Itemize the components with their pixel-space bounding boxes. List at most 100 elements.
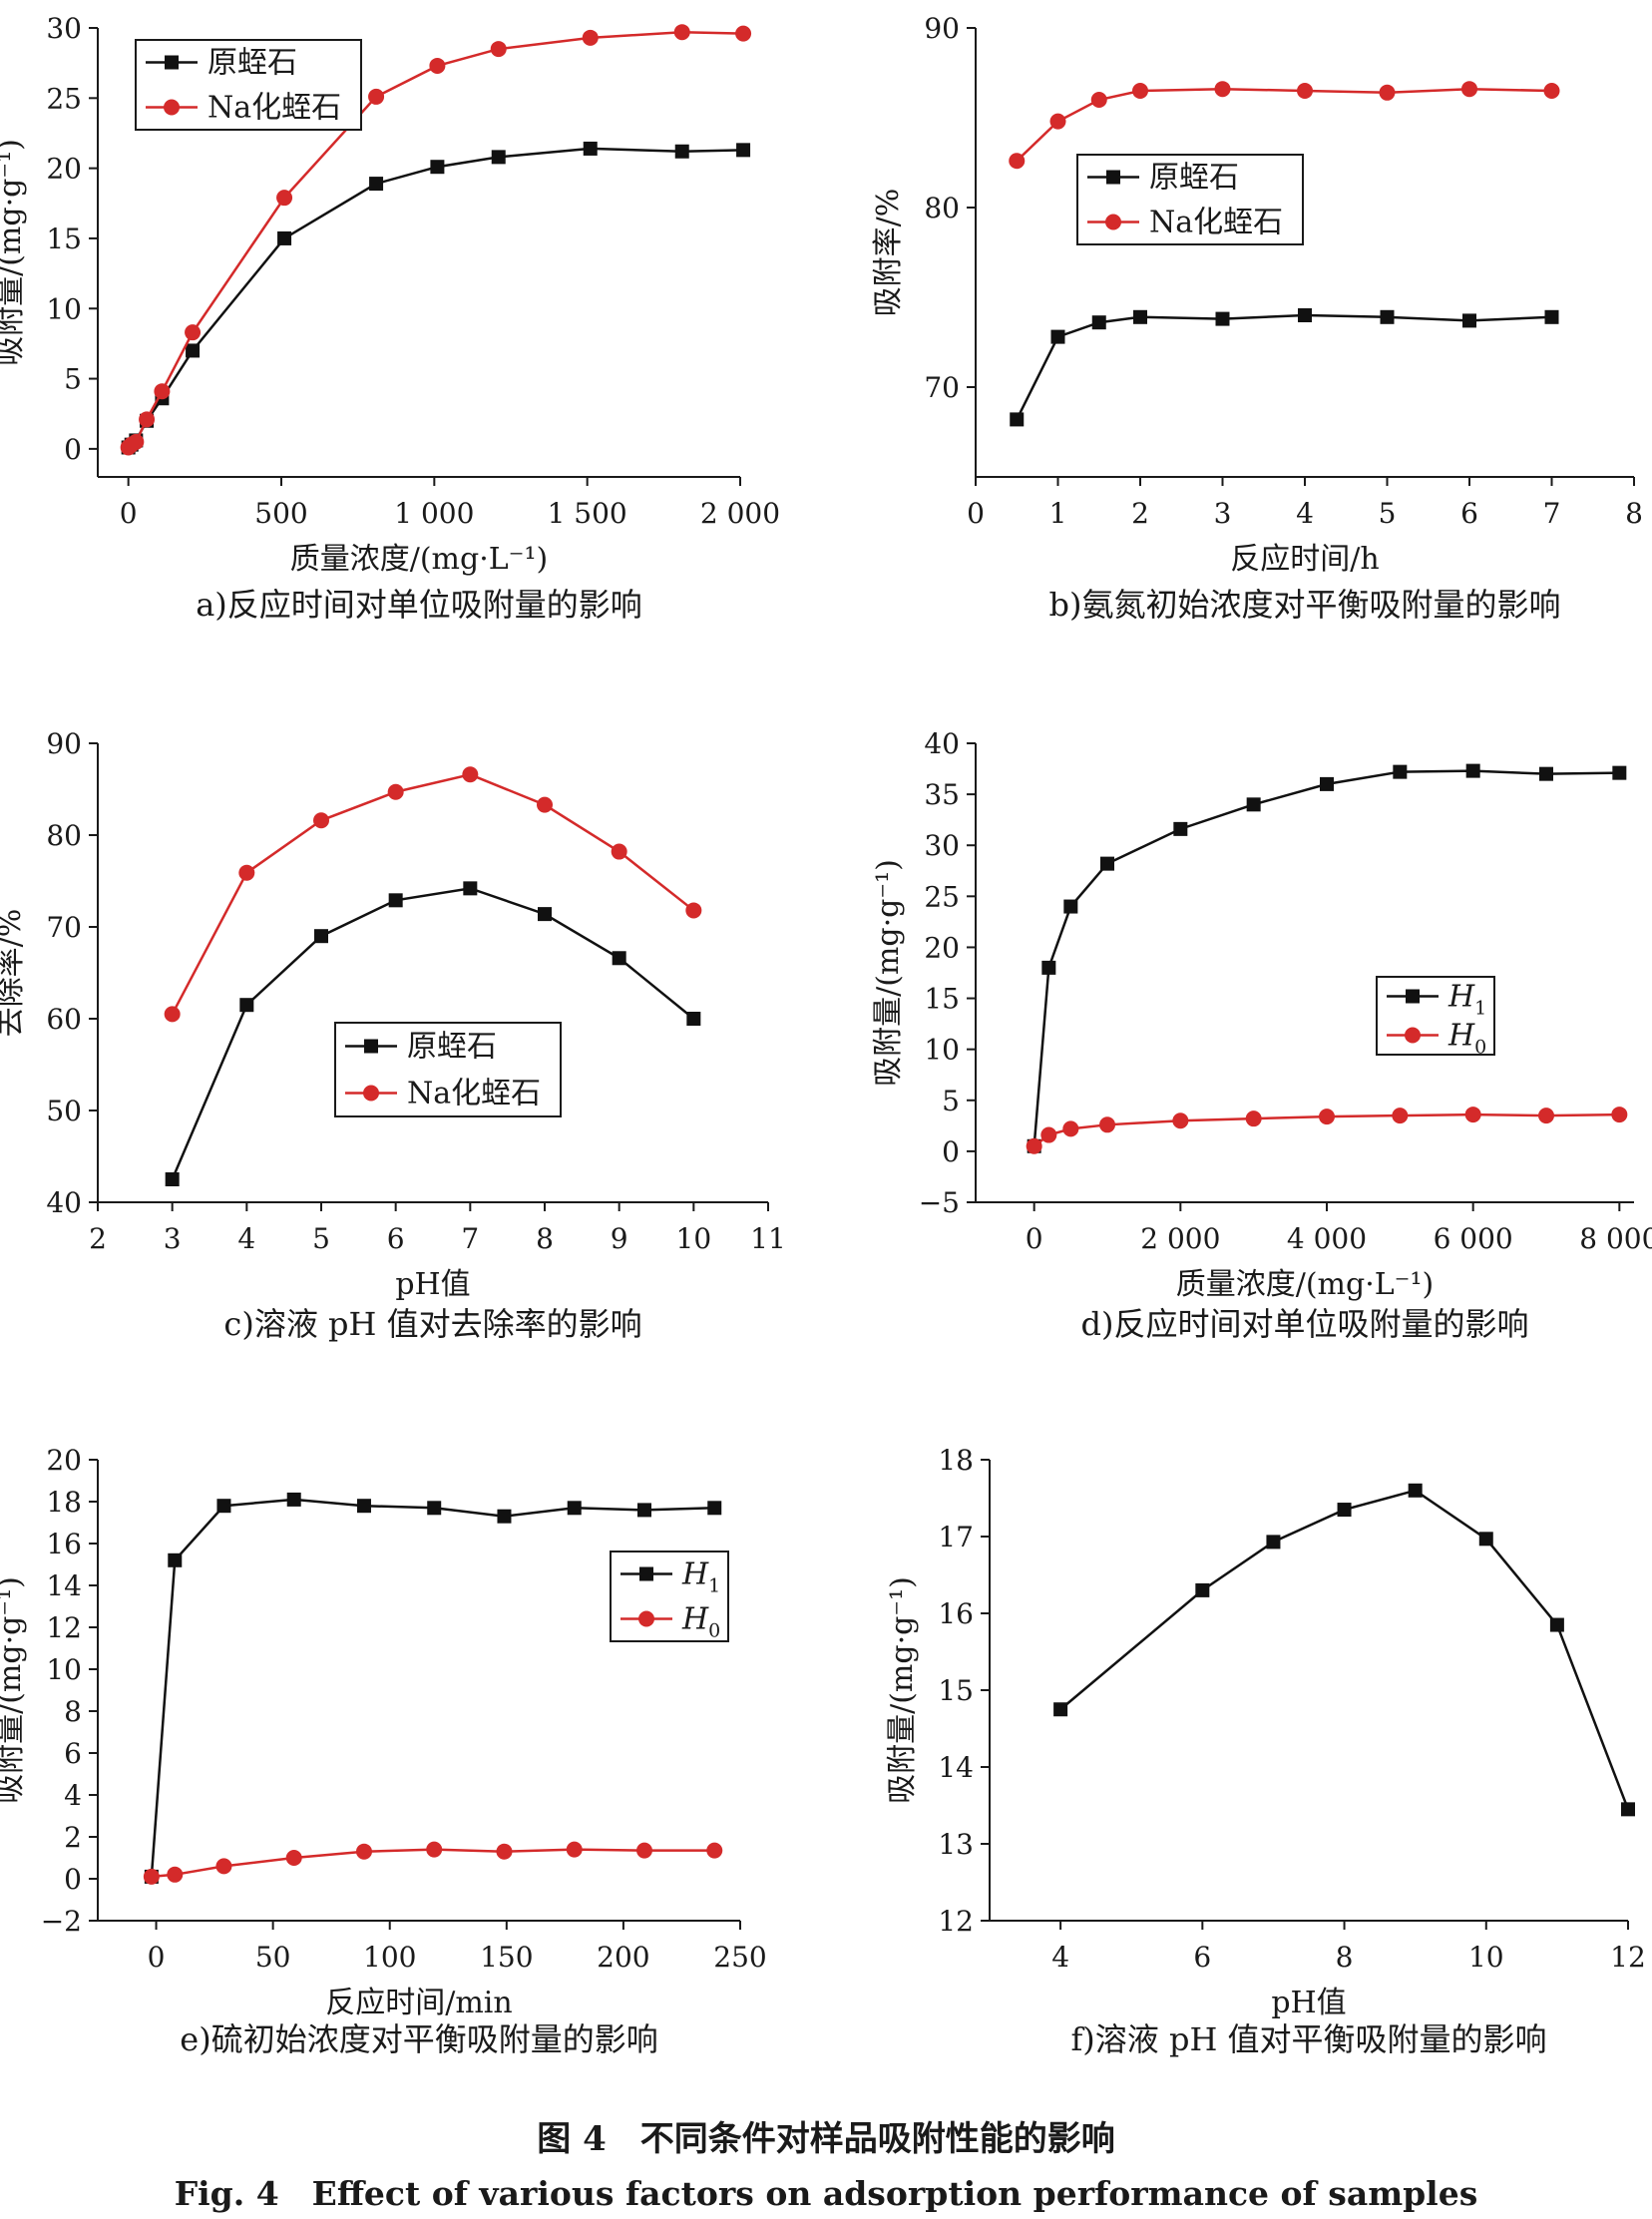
chart-caption: d)反应时间对单位吸附量的影响	[1081, 1305, 1529, 1343]
data-point	[567, 1501, 582, 1516]
data-point	[635, 1842, 652, 1859]
data-point	[1462, 313, 1476, 328]
chart-b: 0 1 2 3 4 5 6 7 8 70 80 90 反应时间/h 吸附率/% 原蛭石 Na化蛭石 b)氨氮初始…	[871, 12, 1643, 624]
data-point	[1393, 764, 1408, 779]
data-point	[239, 998, 254, 1013]
y-tick-label: 80	[46, 819, 82, 852]
data-point	[1214, 81, 1231, 98]
data-point	[1464, 1107, 1481, 1123]
data-point	[1298, 308, 1312, 322]
chart-e: 0 50 100 150 200 250 −2 0 2 4 6 8 10 12 14 16 18 20 反应时间/m…	[0, 1444, 767, 2058]
x-axis-label: 反应时间/h	[1230, 542, 1379, 577]
figure-caption-en: Fig. 4 Effect of various factors on adso…	[175, 2174, 1478, 2213]
data-point	[1319, 1109, 1335, 1125]
legend-entry: 原蛭石	[1149, 161, 1239, 196]
data-point	[538, 907, 552, 922]
data-point	[1320, 776, 1334, 791]
data-point	[686, 1012, 701, 1026]
data-point	[674, 144, 689, 159]
x-tick-label: 150	[480, 1941, 533, 1974]
y-tick-label: 50	[46, 1095, 82, 1127]
x-tick-label: 6	[1193, 1941, 1211, 1974]
series-line-1	[1032, 769, 1620, 1146]
data-point	[154, 383, 171, 400]
x-tick-label: 200	[597, 1941, 649, 1974]
legend-marker	[1105, 214, 1121, 230]
data-point	[313, 812, 329, 829]
y-tick-label: 18	[938, 1444, 974, 1477]
data-point	[238, 864, 255, 881]
y-tick-label: 18	[46, 1486, 82, 1519]
data-point	[1621, 1802, 1635, 1817]
x-tick-label: 2 000	[700, 497, 780, 530]
y-tick-label: 20	[924, 931, 960, 964]
y-tick-label: 5	[64, 363, 82, 396]
data-point	[1010, 412, 1025, 427]
data-point	[463, 881, 478, 896]
data-point	[1215, 311, 1230, 326]
data-point	[1040, 1126, 1057, 1143]
y-tick-label: 25	[924, 880, 960, 913]
y-tick-label: 2	[64, 1821, 82, 1854]
legend-entry: H1	[1447, 980, 1486, 1020]
x-tick-label: 250	[713, 1941, 766, 1974]
y-tick-label: 20	[46, 153, 82, 186]
x-tick-label: 50	[255, 1941, 291, 1974]
legend: 原蛭石 Na化蛭石	[1076, 154, 1304, 245]
legend-marker	[639, 1566, 653, 1581]
y-tick-label: 10	[46, 1653, 82, 1686]
x-tick-label: 4	[237, 1222, 255, 1255]
data-point	[1337, 1503, 1352, 1518]
x-tick-label: 100	[363, 1941, 416, 1974]
x-tick-label: 7	[1543, 497, 1561, 530]
legend-box	[334, 1022, 562, 1117]
y-tick-label: 90	[46, 727, 82, 760]
x-tick-label: 6	[387, 1222, 405, 1255]
legend-marker	[1406, 989, 1420, 1004]
chart-caption: c)溶液 pH 值对去除率的影响	[223, 1305, 641, 1343]
legend-entry: Na化蛭石	[407, 1077, 541, 1111]
data-point	[164, 1006, 181, 1023]
data-point	[736, 143, 751, 158]
data-point	[314, 929, 328, 944]
series-line-1	[1059, 1489, 1630, 1810]
y-tick-label: 5	[942, 1085, 960, 1117]
data-point	[673, 24, 690, 41]
data-point	[1544, 309, 1559, 324]
x-tick-label: 0	[967, 497, 985, 530]
y-tick-label: 15	[938, 1674, 974, 1707]
y-tick-label: 16	[938, 1597, 974, 1630]
x-tick-label: 3	[164, 1222, 182, 1255]
x-tick-label: 4 000	[1287, 1222, 1367, 1255]
data-point	[1049, 113, 1066, 130]
legend-marker	[638, 1610, 654, 1627]
data-point	[1195, 1582, 1210, 1597]
data-point	[388, 893, 403, 908]
data-point	[636, 1503, 651, 1518]
data-point	[1009, 153, 1026, 170]
x-tick-label: 8	[1336, 1941, 1354, 1974]
x-tick-label: 6 000	[1434, 1222, 1513, 1255]
series-line-1	[171, 887, 695, 1180]
data-point	[185, 324, 202, 341]
data-point	[611, 843, 627, 860]
legend-entry: 原蛭石	[207, 46, 297, 81]
data-point	[427, 1501, 442, 1516]
data-point	[1297, 83, 1313, 99]
data-point	[1053, 1702, 1068, 1717]
data-point	[168, 1553, 183, 1567]
data-point	[1099, 1116, 1115, 1133]
data-point	[491, 150, 506, 165]
data-point	[1266, 1535, 1281, 1550]
y-tick-label: 70	[46, 911, 82, 944]
data-point	[582, 29, 599, 46]
y-tick-label: 40	[924, 727, 960, 760]
y-tick-label: 0	[64, 433, 82, 466]
x-tick-label: 5	[1379, 497, 1397, 530]
chart-c: 2 3 4 5 6 7 8 9 10 11 40 50 60 70 80 90 pH值 去除率/% 原蛭石 Na化蛭石…	[0, 727, 786, 1343]
data-point	[1172, 1112, 1189, 1129]
data-point	[1246, 797, 1261, 812]
data-point	[1408, 1483, 1423, 1498]
x-tick-label: 8	[1625, 497, 1643, 530]
